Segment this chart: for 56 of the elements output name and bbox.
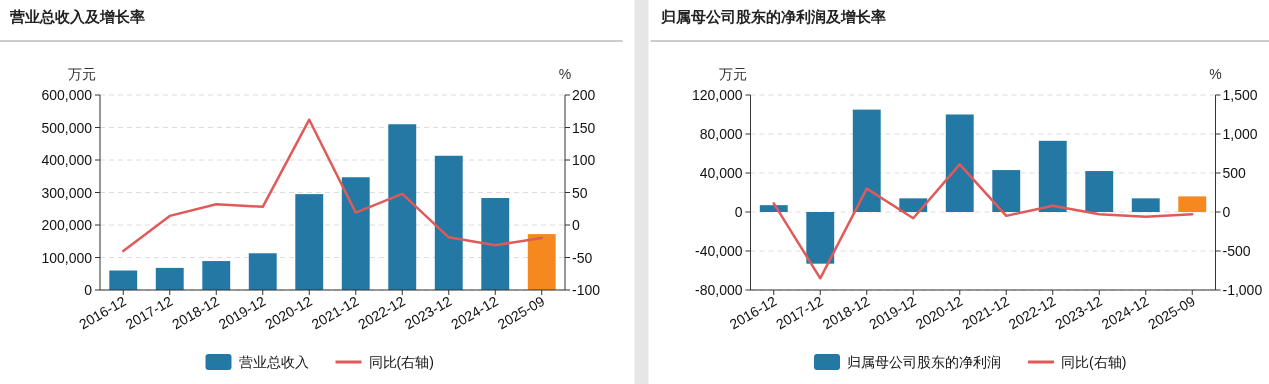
y-tick-label: 100,000 xyxy=(41,249,93,266)
bar xyxy=(806,212,835,264)
y-tick-label: 120,000 xyxy=(691,87,743,103)
bar xyxy=(388,124,417,290)
bar xyxy=(202,261,231,290)
y-tick-label: -80,000 xyxy=(695,282,743,298)
y-tick-label: 40,000 xyxy=(699,165,743,181)
y2-tick-label: 1,500 xyxy=(1222,87,1258,103)
legend-label: 同比(右轴) xyxy=(1061,354,1127,370)
y2-tick-label: 200 xyxy=(572,87,596,103)
y-tick-label: 300,000 xyxy=(41,184,93,201)
y2-tick-label: -50 xyxy=(572,249,593,266)
y2-tick-label: -100 xyxy=(572,282,601,298)
y2-tick-label: 50 xyxy=(572,184,588,201)
legend-label: 营业总收入 xyxy=(238,354,309,370)
y2-tick-label: 100 xyxy=(572,152,596,168)
chart-title: 归属母公司股东的净利润及增长率 xyxy=(659,8,886,25)
y2-axis-title: % xyxy=(558,66,572,82)
y-tick-label: 80,000 xyxy=(699,126,743,142)
y-axis-title: 万元 xyxy=(68,66,96,82)
y-tick-label: 200,000 xyxy=(41,217,93,233)
chart-title: 营业总收入及增长率 xyxy=(9,8,145,25)
bar xyxy=(1038,140,1067,212)
bar xyxy=(992,170,1021,212)
legend-label: 归属母公司股东的净利润 xyxy=(847,354,1001,370)
line-series xyxy=(772,163,1194,280)
legend-label: 同比(右轴) xyxy=(368,354,434,370)
bar xyxy=(1131,198,1160,212)
bar xyxy=(155,267,184,290)
bar xyxy=(109,270,138,290)
y2-tick-label: -500 xyxy=(1222,243,1251,259)
bar xyxy=(481,198,510,290)
y2-tick-label: 0 xyxy=(1222,204,1231,220)
y-tick-label: 500,000 xyxy=(41,119,93,136)
bar xyxy=(434,155,463,290)
bar xyxy=(1178,196,1207,212)
line-series xyxy=(122,118,543,253)
y2-tick-label: -1,000 xyxy=(1222,282,1263,298)
bar xyxy=(945,114,974,212)
y-tick-label: -40,000 xyxy=(695,243,743,259)
bar xyxy=(852,109,881,212)
bar xyxy=(248,253,277,290)
y2-tick-label: 1,000 xyxy=(1222,126,1258,142)
bar xyxy=(527,234,556,290)
y-tick-label: 0 xyxy=(734,204,743,220)
y-tick-label: 600,000 xyxy=(41,87,93,103)
y2-tick-label: 500 xyxy=(1222,165,1247,181)
y2-tick-label: 150 xyxy=(572,119,596,136)
y2-tick-label: 0 xyxy=(572,217,580,233)
y2-axis-title: % xyxy=(1209,66,1222,82)
bar xyxy=(1085,171,1114,212)
bar xyxy=(341,177,370,290)
y-tick-label: 0 xyxy=(84,282,93,298)
y-axis-title: 万元 xyxy=(718,66,747,82)
bar xyxy=(295,194,324,290)
y-tick-label: 400,000 xyxy=(41,152,93,168)
